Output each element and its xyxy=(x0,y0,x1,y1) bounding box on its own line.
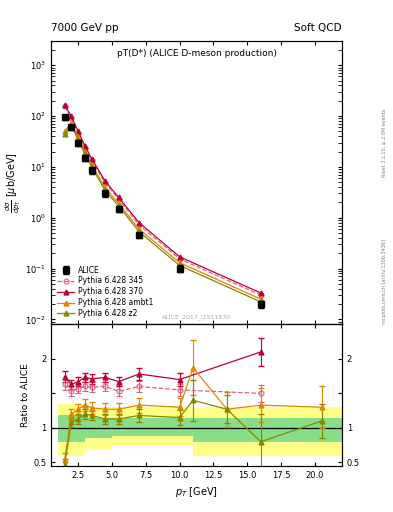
Text: Rivet 3.1.10, ≥ 2.6M events: Rivet 3.1.10, ≥ 2.6M events xyxy=(382,109,387,178)
Pythia 6.428 ambt1 xyxy=(76,134,81,140)
Y-axis label: $\frac{d\sigma}{dp_T}$ [$\mu$b/GeV]: $\frac{d\sigma}{dp_T}$ [$\mu$b/GeV] xyxy=(3,152,23,213)
Pythia 6.428 ambt1 xyxy=(69,120,74,126)
Pythia 6.428 z2 xyxy=(69,122,74,129)
Pythia 6.428 345 xyxy=(62,103,67,110)
Pythia 6.428 370 xyxy=(177,254,182,260)
Pythia 6.428 z2 xyxy=(62,131,67,137)
Pythia 6.428 370 xyxy=(62,102,67,108)
Pythia 6.428 370 xyxy=(116,195,121,201)
Pythia 6.428 ambt1 xyxy=(177,260,182,266)
Pythia 6.428 370 xyxy=(76,129,81,135)
Pythia 6.428 345 xyxy=(116,196,121,202)
Pythia 6.428 ambt1 xyxy=(116,201,121,207)
Pythia 6.428 ambt1 xyxy=(83,148,87,155)
Line: Pythia 6.428 370: Pythia 6.428 370 xyxy=(62,102,263,295)
Pythia 6.428 345 xyxy=(89,157,94,163)
Pythia 6.428 z2 xyxy=(116,203,121,209)
Pythia 6.428 370 xyxy=(69,114,74,120)
Pythia 6.428 z2 xyxy=(137,229,141,235)
Pythia 6.428 z2 xyxy=(177,262,182,268)
Pythia 6.428 ambt1 xyxy=(103,185,108,191)
Pythia 6.428 ambt1 xyxy=(89,162,94,168)
X-axis label: $p_T$ [GeV]: $p_T$ [GeV] xyxy=(175,485,218,499)
Pythia 6.428 z2 xyxy=(103,187,108,194)
Pythia 6.428 z2 xyxy=(89,164,94,170)
Pythia 6.428 ambt1 xyxy=(137,226,141,232)
Pythia 6.428 345 xyxy=(258,292,263,298)
Text: mcplots.cern.ch [arXiv:1306.3436]: mcplots.cern.ch [arXiv:1306.3436] xyxy=(382,239,387,324)
Pythia 6.428 ambt1 xyxy=(258,296,263,302)
Line: Pythia 6.428 ambt1: Pythia 6.428 ambt1 xyxy=(62,121,263,302)
Pythia 6.428 345 xyxy=(69,115,74,121)
Pythia 6.428 345 xyxy=(177,256,182,262)
Line: Pythia 6.428 345: Pythia 6.428 345 xyxy=(62,104,263,297)
Pythia 6.428 370 xyxy=(83,143,87,149)
Legend: ALICE, Pythia 6.428 345, Pythia 6.428 370, Pythia 6.428 ambt1, Pythia 6.428 z2: ALICE, Pythia 6.428 345, Pythia 6.428 37… xyxy=(55,263,156,321)
Pythia 6.428 z2 xyxy=(258,299,263,305)
Pythia 6.428 z2 xyxy=(83,151,87,157)
Text: pT(D*) (ALICE D-meson production): pT(D*) (ALICE D-meson production) xyxy=(117,50,276,58)
Pythia 6.428 345 xyxy=(83,144,87,151)
Text: 7000 GeV pp: 7000 GeV pp xyxy=(51,23,119,33)
Pythia 6.428 370 xyxy=(103,178,108,184)
Line: Pythia 6.428 z2: Pythia 6.428 z2 xyxy=(62,123,263,304)
Pythia 6.428 345 xyxy=(103,180,108,186)
Pythia 6.428 345 xyxy=(137,222,141,228)
Y-axis label: Ratio to ALICE: Ratio to ALICE xyxy=(21,363,30,427)
Text: Soft QCD: Soft QCD xyxy=(294,23,342,33)
Text: ALICE_2017_I1511870: ALICE_2017_I1511870 xyxy=(162,314,231,320)
Pythia 6.428 345 xyxy=(76,130,81,136)
Pythia 6.428 370 xyxy=(89,156,94,162)
Pythia 6.428 370 xyxy=(137,220,141,226)
Pythia 6.428 370 xyxy=(258,290,263,296)
Pythia 6.428 z2 xyxy=(76,137,81,143)
Pythia 6.428 ambt1 xyxy=(62,129,67,135)
